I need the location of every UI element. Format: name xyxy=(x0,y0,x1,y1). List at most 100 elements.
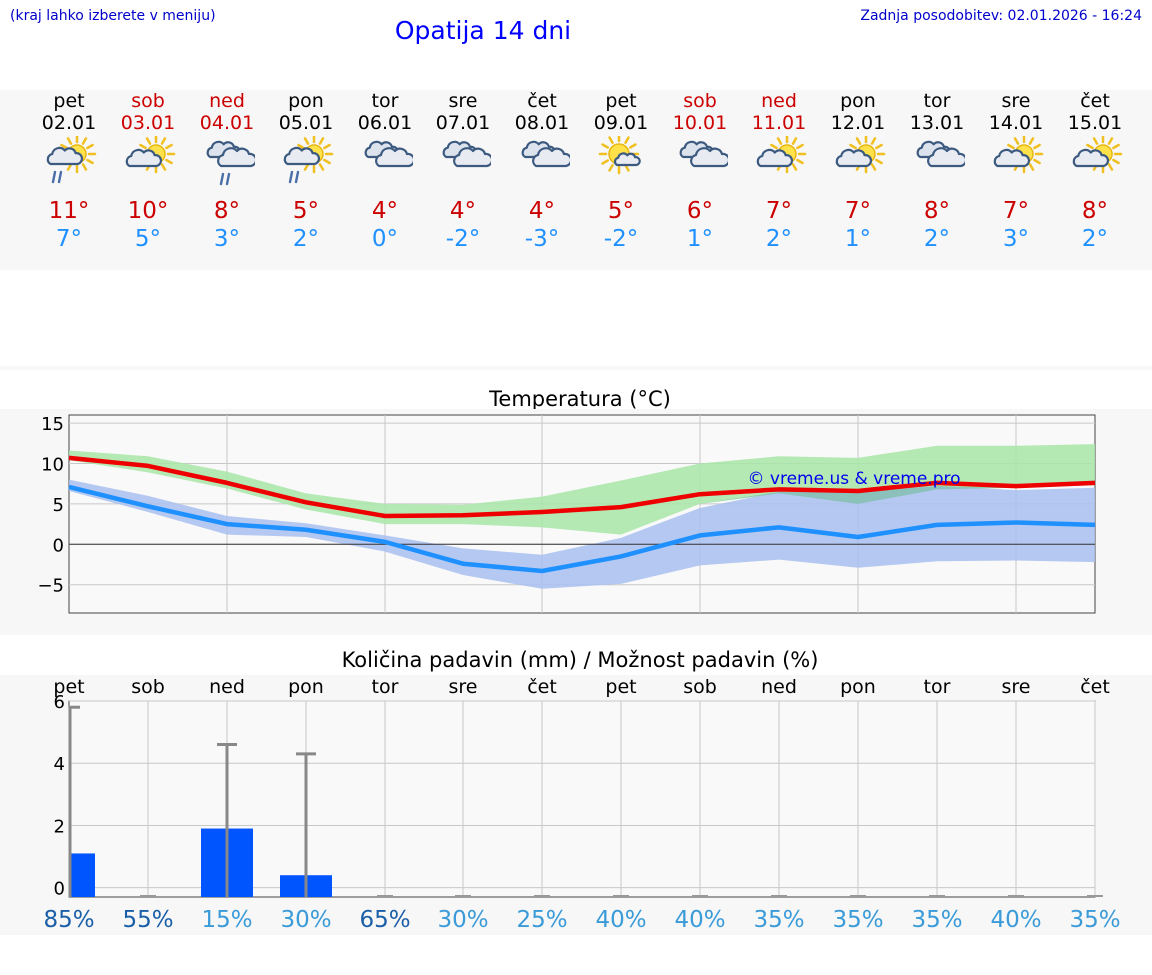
min-temp: 1° xyxy=(686,226,714,252)
day-name: tor xyxy=(923,90,951,112)
precip-day-label: ned xyxy=(209,676,245,698)
precip-tick-label: 0 xyxy=(54,879,65,900)
header-hint: (kraj lahko izberete v meniju) xyxy=(10,8,216,24)
cloudy-icon xyxy=(516,136,573,190)
max-temp: 10° xyxy=(127,198,169,224)
min-temp: 5° xyxy=(134,226,162,252)
max-temp: 7° xyxy=(844,198,872,224)
day-name: pet xyxy=(53,90,85,112)
partly-sunny-icon xyxy=(753,134,807,190)
day-date: 06.01 xyxy=(357,112,413,134)
day-date: 07.01 xyxy=(435,112,491,134)
max-temp: 7° xyxy=(765,198,793,224)
precip-bar xyxy=(69,853,95,897)
precip-day-label: sob xyxy=(131,676,165,698)
precip-tick-label: 2 xyxy=(54,816,65,837)
precip-probability: 40% xyxy=(674,907,725,933)
max-temp: 5° xyxy=(292,198,320,224)
precip-day-label: tor xyxy=(924,676,951,698)
partly-sunny-rain-icon xyxy=(280,134,334,190)
max-temp: 8° xyxy=(923,198,951,224)
precip-tick-label: 4 xyxy=(54,754,65,775)
day-date: 12.01 xyxy=(830,112,886,134)
precip-probability: 85% xyxy=(43,907,94,933)
max-temp: 8° xyxy=(1081,198,1109,224)
page-title: Opatija 14 dni xyxy=(394,16,572,45)
day-date: 05.01 xyxy=(278,112,334,134)
precip-probability: 35% xyxy=(753,907,804,933)
precip-probability: 35% xyxy=(1069,907,1120,933)
max-temp: 7° xyxy=(1002,198,1030,224)
min-temp: 0° xyxy=(371,226,399,252)
precip-day-label: ned xyxy=(761,676,797,698)
precip-probability: 25% xyxy=(516,907,567,933)
day-name: pet xyxy=(605,90,637,112)
separator-band xyxy=(0,366,1152,370)
max-temp: 11° xyxy=(48,198,90,224)
min-temp: 2° xyxy=(292,226,320,252)
precip-probability: 15% xyxy=(201,907,252,933)
max-temp: 4° xyxy=(371,198,399,224)
watermark: © vreme.us & vreme.pro xyxy=(747,469,960,489)
precip-probability: 65% xyxy=(359,907,410,933)
min-temp: 2° xyxy=(923,226,951,252)
day-name: sre xyxy=(1001,90,1031,112)
day-name: sob xyxy=(131,90,165,112)
precip-probability: 35% xyxy=(911,907,962,933)
precip-probability: 30% xyxy=(437,907,488,933)
precip-day-label: čet xyxy=(527,676,557,698)
max-temp: 4° xyxy=(528,198,556,224)
day-date: 15.01 xyxy=(1067,112,1123,134)
mostly-sunny-icon xyxy=(595,133,649,190)
min-temp: 7° xyxy=(55,226,83,252)
range-overlap-band xyxy=(69,460,1095,535)
partly-sunny-icon xyxy=(990,134,1044,190)
precip-probability: 40% xyxy=(595,907,646,933)
temp-tick-label: 10 xyxy=(41,454,64,475)
day-name: pon xyxy=(840,90,876,112)
min-temp: -3° xyxy=(524,226,560,252)
precip-day-label: čet xyxy=(1080,676,1110,698)
day-name: čet xyxy=(527,90,557,112)
day-name: čet xyxy=(1080,90,1110,112)
precip-day-label: pet xyxy=(605,676,636,698)
cloudy-icon xyxy=(911,136,968,190)
min-temp-line xyxy=(68,484,1096,574)
min-temp: 3° xyxy=(1002,226,1030,252)
temp-tick-label: −5 xyxy=(37,576,64,597)
max-temp: 8° xyxy=(213,198,241,224)
min-temp: 2° xyxy=(1081,226,1109,252)
min-temp: 2° xyxy=(765,226,793,252)
precip-probability: 40% xyxy=(990,907,1041,933)
day-name: sob xyxy=(683,90,717,112)
day-name: sre xyxy=(448,90,478,112)
precip-day-label: pet xyxy=(53,676,84,698)
precip-probability: 55% xyxy=(122,907,173,933)
day-date: 03.01 xyxy=(120,112,176,134)
forecast-strip: pet 02.01 11° 7° sob 03.01 10° 5° ned 04.01 8° 3° po… xyxy=(0,90,1152,270)
precip-day-label: sre xyxy=(449,676,478,698)
day-date: 13.01 xyxy=(909,112,965,134)
min-temp: -2° xyxy=(445,226,481,252)
precip-day-label: pon xyxy=(840,676,876,698)
temperature-chart-title: Temperatura (°C) xyxy=(489,387,671,411)
partly-sunny-icon xyxy=(832,134,886,190)
precip-tick-label: 6 xyxy=(54,692,65,713)
cloudy-icon xyxy=(437,136,494,190)
max-temp-range-band xyxy=(69,444,1095,535)
max-temp-line xyxy=(68,455,1096,519)
day-date: 02.01 xyxy=(41,112,97,134)
min-temp: 3° xyxy=(213,226,241,252)
precipitation-chart-title: Količina padavin (mm) / Možnost padavin … xyxy=(341,648,819,672)
precip-day-label: pon xyxy=(288,676,324,698)
max-temp: 4° xyxy=(449,198,477,224)
min-temp-range-band xyxy=(69,479,1095,589)
cloudy-rain-icon xyxy=(201,136,258,190)
partly-sunny-icon xyxy=(1069,134,1123,190)
day-date: 08.01 xyxy=(514,112,570,134)
temp-tick-label: 5 xyxy=(53,495,64,516)
day-date: 11.01 xyxy=(751,112,807,134)
max-temp: 6° xyxy=(686,198,714,224)
min-temp: -2° xyxy=(603,226,639,252)
day-name: ned xyxy=(209,90,245,112)
